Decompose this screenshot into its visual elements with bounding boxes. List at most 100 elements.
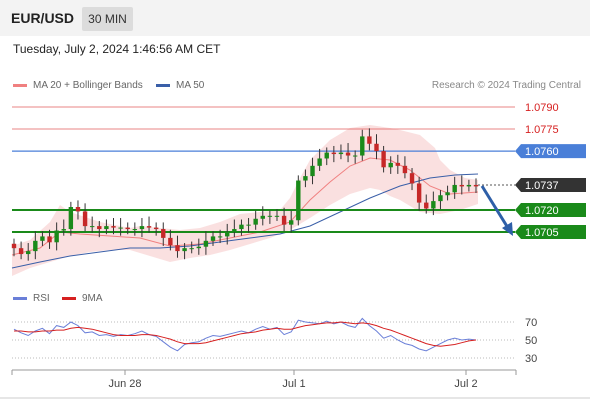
candle-body — [239, 224, 244, 230]
candle-body — [168, 237, 173, 246]
x-axis: Jun 28 Jul 1 Jul 2 — [11, 369, 517, 390]
candle-body — [18, 248, 24, 255]
legend-9ma: 9MA — [62, 293, 103, 304]
candle-body — [146, 226, 152, 228]
candle-body — [402, 165, 408, 174]
candle-body — [75, 207, 81, 212]
candle-body — [310, 165, 315, 177]
level-1-0760-label: 1.0760 — [525, 146, 559, 158]
symbol-title: EUR/USD — [11, 10, 75, 26]
candle-body — [274, 215, 280, 217]
candle-body — [189, 248, 194, 250]
bollinger-band — [12, 125, 478, 276]
candle-body — [217, 236, 223, 238]
candle-body — [232, 229, 237, 232]
candle-body — [473, 184, 479, 187]
header-bar: EUR/USD 30 MIN — [0, 0, 590, 36]
candle-body — [367, 136, 372, 144]
candle-body — [11, 243, 17, 249]
rsi-level-labels: 70 50 30 — [525, 317, 537, 365]
candle-body — [139, 226, 145, 230]
rsi-level-50: 50 — [525, 335, 537, 347]
candle-body — [161, 229, 166, 238]
candle-body — [203, 240, 209, 247]
level-1-0720-tag — [515, 202, 586, 217]
candle-body — [303, 176, 308, 181]
credit-text: Research © 2024 Trading Central — [431, 80, 581, 91]
candle-body — [360, 136, 365, 156]
forecast-arrow — [480, 185, 513, 236]
legend-ma50-label: MA 50 — [176, 80, 205, 91]
candle-body — [338, 152, 344, 155]
level-1-0775-label: 1.0775 — [525, 124, 559, 136]
candle-body — [395, 162, 401, 166]
price-levels — [12, 106, 515, 233]
candle-body — [416, 183, 422, 203]
candle-body — [225, 232, 230, 237]
candle-body — [459, 184, 464, 187]
level-1-0737-label: 1.0737 — [525, 180, 559, 192]
rsi-ma-line — [14, 321, 477, 347]
candle-body — [125, 227, 130, 230]
level-1-0705-label: 1.0705 — [525, 227, 559, 239]
level-1-0705-tag — [515, 225, 586, 239]
candle-body — [374, 143, 379, 152]
candle-body — [89, 226, 95, 228]
candle-body — [331, 152, 337, 155]
candle-body — [246, 224, 251, 226]
legend-rsi-label: RSI — [33, 293, 50, 304]
legend-9ma-label: 9MA — [82, 293, 103, 304]
rsi-line — [13, 317, 477, 352]
candle-body — [267, 215, 273, 217]
candle-body — [438, 195, 443, 202]
candle-body — [47, 236, 52, 243]
candle-body — [210, 236, 216, 241]
candle-body — [466, 184, 472, 187]
level-1-0737-tag — [515, 177, 586, 192]
candle-body — [196, 246, 201, 249]
candle-body — [452, 184, 457, 193]
rsi-level-70: 70 — [525, 317, 537, 329]
candle-body — [26, 251, 31, 255]
candles — [11, 128, 479, 261]
candle-body — [352, 155, 358, 157]
candle-body — [281, 215, 287, 225]
legend-ma50: MA 50 — [156, 80, 204, 91]
candle-body — [317, 158, 322, 166]
rsi-level-30: 30 — [525, 353, 537, 365]
ma20-swatch — [13, 83, 27, 87]
timeframe-badge[interactable]: 30 MIN — [82, 7, 133, 31]
candle-body — [111, 226, 116, 228]
rsi-swatch — [13, 296, 27, 300]
candle-body — [153, 227, 159, 230]
timestamp-label: Tuesday, July 2, 2024 1:46:56 AM CET — [13, 42, 221, 56]
candle-body — [118, 227, 123, 229]
candle-body — [104, 226, 109, 230]
x-tick-jul2: Jul 2 — [454, 378, 477, 390]
candle-body — [54, 230, 59, 243]
candle-body — [424, 202, 429, 209]
candle-body — [260, 215, 265, 219]
candle-body — [182, 248, 187, 252]
candle-body — [381, 151, 386, 168]
9ma-swatch — [62, 296, 76, 300]
legend-ma20: MA 20 + Bollinger Bands — [13, 80, 143, 91]
candle-body — [445, 192, 450, 196]
x-tick-jun28: Jun 28 — [108, 378, 141, 390]
candle-body — [409, 173, 415, 184]
candle-body — [388, 162, 393, 168]
candle-body — [431, 201, 436, 209]
candle-body — [345, 152, 351, 156]
candle-body — [61, 229, 66, 231]
candle-body — [132, 229, 138, 231]
candle-body — [68, 207, 74, 230]
level-1-0760-tag — [515, 144, 586, 159]
candle-body — [97, 226, 102, 230]
legend-ma20-label: MA 20 + Bollinger Bands — [33, 80, 143, 91]
level-1-0790-label: 1.0790 — [525, 102, 559, 114]
rsi-grid — [12, 321, 516, 359]
candle-body — [289, 220, 294, 225]
candle-body — [175, 245, 180, 252]
candle-body — [324, 152, 329, 159]
